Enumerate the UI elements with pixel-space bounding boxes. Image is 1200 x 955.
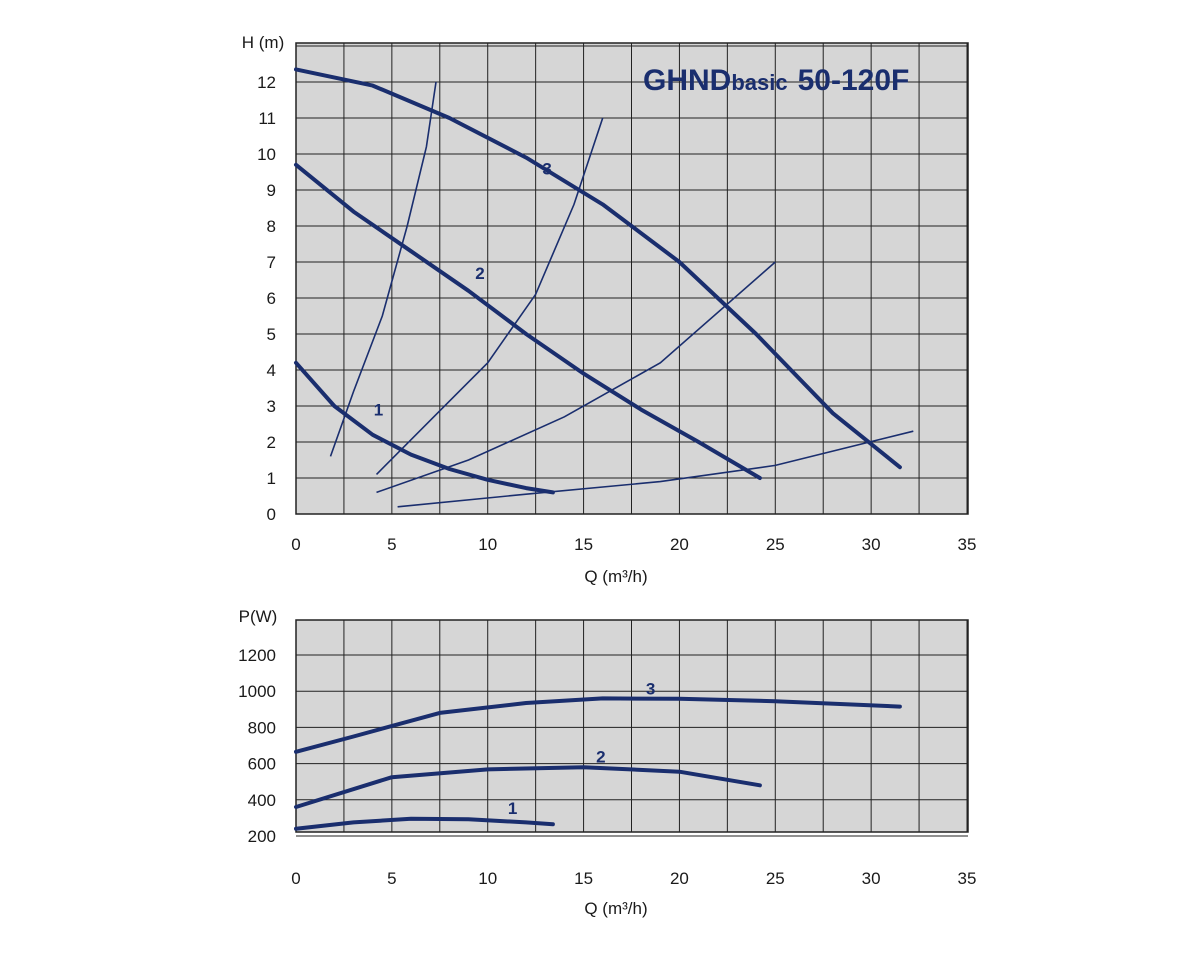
power-curve-label-1: 1 (508, 799, 517, 818)
head-x-tick-label: 35 (958, 535, 977, 554)
power-plot-frame (295, 619, 969, 833)
chart-title: GHNDbasic 50-120F (643, 64, 909, 97)
power-y-axis-title: P(W) (239, 607, 278, 626)
head-curve-1 (294, 360, 555, 495)
power-x-tick-label: 25 (766, 869, 785, 888)
power-y-tick-label: 800 (248, 718, 276, 737)
head-y-tick-label: 1 (267, 469, 276, 488)
title-variant: basic (731, 70, 787, 95)
head-x-tick-label: 0 (291, 535, 300, 554)
head-system-curve (397, 430, 914, 508)
title-model: 50-120F (798, 64, 910, 97)
power-curve-3 (294, 696, 902, 754)
head-x-tick-label: 25 (766, 535, 785, 554)
power-x-tick-label: 0 (291, 869, 300, 888)
head-y-axis-title: H (m) (242, 33, 284, 52)
head-curve-3 (294, 67, 902, 470)
head-y-tick-label: 8 (267, 217, 276, 236)
head-y-tick-label: 7 (267, 253, 276, 272)
power-y-tick-label: 600 (248, 755, 276, 774)
head-x-tick-label: 15 (574, 535, 593, 554)
head-curve-label-1: 1 (374, 401, 383, 420)
head-curve-2 (294, 162, 762, 480)
power-x-tick-label: 35 (958, 869, 977, 888)
head-y-tick-label: 9 (267, 181, 276, 200)
head-y-tick-label: 10 (257, 145, 276, 164)
head-x-tick-label: 5 (387, 535, 396, 554)
head-plot-frame (295, 42, 969, 515)
power-curve-1 (294, 816, 555, 831)
head-y-tick-label: 11 (258, 109, 276, 128)
head-x-tick-label: 20 (670, 535, 689, 554)
head-y-tick-label: 5 (267, 325, 276, 344)
power-y-tick-label: 1200 (238, 646, 276, 665)
head-y-tick-label: 6 (267, 289, 276, 308)
power-x-tick-label: 20 (670, 869, 689, 888)
head-x-tick-label: 10 (478, 535, 497, 554)
power-y-tick-label: 1000 (238, 682, 276, 701)
head-curve-label-2: 2 (475, 264, 484, 283)
head-y-tick-label: 2 (267, 433, 276, 452)
title-series: GHND (643, 64, 731, 97)
head-y-tick-label: 12 (257, 73, 276, 92)
power-y-tick-label: 200 (248, 827, 276, 846)
head-y-tick-label: 4 (267, 361, 276, 380)
power-x-axis-title: Q (m³/h) (584, 899, 647, 918)
head-system-curve (329, 81, 437, 457)
head-x-tick-label: 30 (862, 535, 881, 554)
power-y-tick-label: 400 (248, 791, 276, 810)
power-x-tick-label: 10 (478, 869, 497, 888)
power-curve-label-2: 2 (596, 747, 605, 766)
power-x-tick-label: 5 (387, 869, 396, 888)
head-x-axis-title: Q (m³/h) (584, 567, 647, 586)
head-y-tick-label: 3 (267, 397, 276, 416)
power-curve-2 (294, 765, 762, 809)
power-curve-label-3: 3 (646, 679, 655, 698)
head-curve-label-3: 3 (542, 159, 551, 178)
head-system-curve (376, 261, 776, 494)
head-y-tick-label: 0 (267, 505, 276, 524)
power-x-tick-label: 30 (862, 869, 881, 888)
power-x-tick-label: 15 (574, 869, 593, 888)
